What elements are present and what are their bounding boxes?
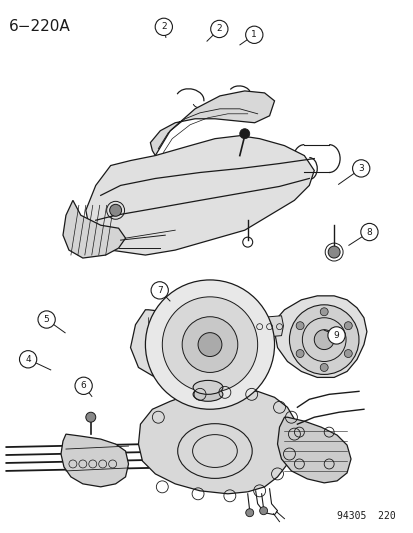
Circle shape bbox=[245, 508, 253, 516]
Text: 3: 3 bbox=[358, 164, 363, 173]
Ellipse shape bbox=[192, 381, 222, 394]
Circle shape bbox=[344, 350, 351, 358]
Circle shape bbox=[239, 129, 249, 139]
Circle shape bbox=[360, 223, 377, 241]
Polygon shape bbox=[277, 417, 350, 483]
Text: 8: 8 bbox=[366, 228, 371, 237]
Circle shape bbox=[320, 308, 328, 316]
Polygon shape bbox=[63, 200, 125, 258]
Circle shape bbox=[328, 246, 339, 258]
Polygon shape bbox=[274, 296, 366, 377]
Polygon shape bbox=[138, 389, 297, 494]
Circle shape bbox=[19, 351, 37, 368]
Text: 2: 2 bbox=[216, 25, 222, 34]
Polygon shape bbox=[254, 316, 283, 337]
Text: 6: 6 bbox=[81, 381, 86, 390]
Polygon shape bbox=[130, 310, 229, 382]
Text: 6−220A: 6−220A bbox=[9, 19, 71, 34]
Circle shape bbox=[289, 305, 358, 375]
Text: 7: 7 bbox=[157, 286, 162, 295]
Circle shape bbox=[327, 327, 344, 344]
Text: 9: 9 bbox=[333, 331, 339, 340]
Text: 94305  220: 94305 220 bbox=[336, 511, 395, 521]
Circle shape bbox=[320, 364, 328, 372]
Circle shape bbox=[109, 204, 121, 216]
Circle shape bbox=[182, 317, 237, 373]
Circle shape bbox=[151, 282, 168, 299]
Circle shape bbox=[75, 377, 92, 394]
Circle shape bbox=[155, 18, 172, 36]
Text: 1: 1 bbox=[251, 30, 256, 39]
Circle shape bbox=[295, 322, 304, 330]
Polygon shape bbox=[150, 91, 274, 156]
Text: 4: 4 bbox=[25, 355, 31, 364]
Circle shape bbox=[344, 322, 351, 330]
Circle shape bbox=[145, 280, 274, 409]
Circle shape bbox=[245, 26, 262, 44]
Ellipse shape bbox=[192, 387, 222, 401]
Circle shape bbox=[85, 412, 95, 422]
Circle shape bbox=[197, 333, 221, 357]
Circle shape bbox=[210, 20, 228, 38]
Circle shape bbox=[259, 507, 267, 515]
Circle shape bbox=[313, 330, 333, 350]
Text: 2: 2 bbox=[161, 22, 166, 31]
Circle shape bbox=[38, 311, 55, 328]
Polygon shape bbox=[85, 136, 313, 255]
Circle shape bbox=[352, 160, 369, 177]
Circle shape bbox=[295, 350, 304, 358]
Circle shape bbox=[162, 297, 257, 392]
Polygon shape bbox=[61, 434, 128, 487]
Text: 5: 5 bbox=[44, 315, 50, 324]
